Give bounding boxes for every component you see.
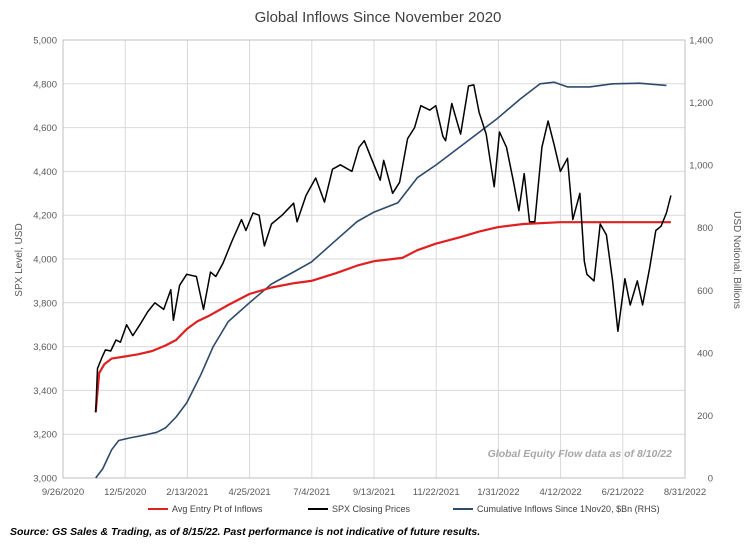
series-line-avg-entry xyxy=(94,221,671,413)
y-tick-label: 3,800 xyxy=(33,298,57,309)
x-tick-label: 4/25/2021 xyxy=(228,487,270,498)
x-axis: 9/26/2020 12/5/2020 2/13/2021 4/25/2021 7/4/… xyxy=(42,487,706,498)
y2-tick-label: 200 xyxy=(697,411,713,422)
y2-tick-label: 1,200 xyxy=(689,98,713,109)
y2-tick-label: 800 xyxy=(697,223,713,234)
x-tick-label: 6/21/2022 xyxy=(602,487,644,498)
x-tick-label: 9/26/2020 xyxy=(42,487,84,498)
legend: Avg Entry Pt of Inflows SPX Closing Price… xyxy=(148,504,660,514)
source-note: Source: GS Sales & Trading, as of 8/15/2… xyxy=(10,526,481,538)
gridlines xyxy=(62,39,686,479)
y-axis-right: 0 200 400 600 800 1,000 1,200 1,400 xyxy=(689,36,713,485)
x-tick-label: 9/13/2021 xyxy=(353,487,395,498)
y-tick-label: 4,400 xyxy=(33,167,57,178)
legend-label: SPX Closing Prices xyxy=(332,504,411,514)
data-as-of-annotation: Global Equity Flow data as of 8/10/22 xyxy=(488,448,673,460)
y-tick-label: 4,800 xyxy=(33,79,57,90)
y-tick-label: 3,600 xyxy=(33,342,57,353)
legend-label: Avg Entry Pt of Inflows xyxy=(172,504,263,514)
x-tick-label: 11/22/2021 xyxy=(413,487,460,498)
x-tick-label: 4/12/2022 xyxy=(539,487,581,498)
y-axis-title: SPX Level, USD xyxy=(14,223,25,296)
y-tick-label: 4,200 xyxy=(33,211,57,222)
chart-title: Global Inflows Since November 2020 xyxy=(255,9,502,26)
y-axis-left: 3,000 3,200 3,400 3,600 3,800 4,000 4,200 4,400… xyxy=(33,36,57,485)
series-line-spx-close xyxy=(94,84,672,413)
y-tick-label: 4,600 xyxy=(33,123,57,134)
y-tick-label: 3,400 xyxy=(33,386,57,397)
x-tick-label: 7/4/2021 xyxy=(293,487,330,498)
y2-tick-label: 600 xyxy=(697,286,713,297)
x-tick-label: 8/31/2022 xyxy=(664,487,706,498)
y-tick-label: 5,000 xyxy=(33,36,57,47)
plot-area-border xyxy=(62,39,686,479)
y2-axis-title: USD Notional, Billions xyxy=(731,211,742,309)
y-tick-label: 3,200 xyxy=(33,430,57,441)
x-tick-label: 2/13/2021 xyxy=(166,487,208,498)
y2-tick-label: 0 xyxy=(708,474,713,485)
x-tick-label: 12/5/2020 xyxy=(104,487,146,498)
series-line-cumulative-inflows xyxy=(95,81,667,479)
y2-tick-label: 1,400 xyxy=(689,36,713,47)
x-tick-label: 1/31/2022 xyxy=(477,487,519,498)
legend-label: Cumulative Inflows Since 1Nov20, $Bn (RH… xyxy=(477,504,660,514)
y2-tick-label: 1,000 xyxy=(689,161,713,172)
y2-tick-label: 400 xyxy=(697,348,713,359)
y-tick-label: 3,000 xyxy=(33,474,57,485)
series-lines xyxy=(94,81,672,479)
y-tick-label: 4,000 xyxy=(33,255,57,266)
